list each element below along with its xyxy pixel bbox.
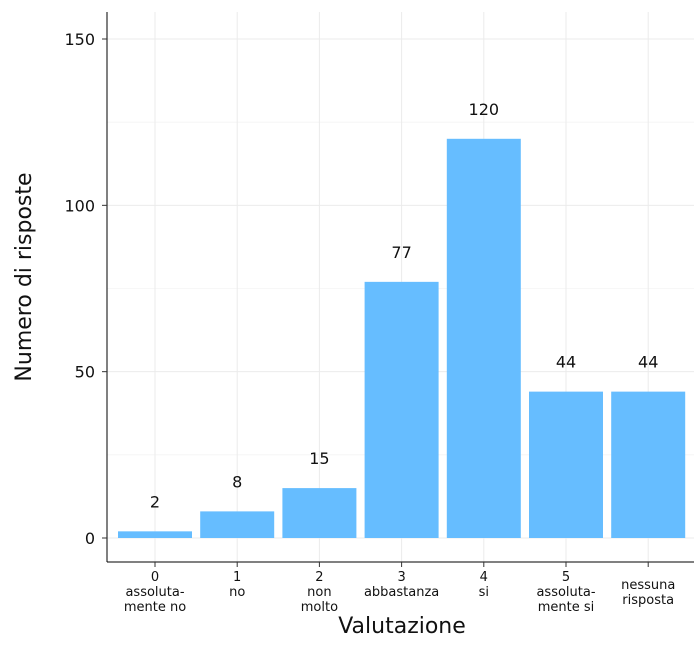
bar <box>611 391 686 538</box>
x-tick-label: nessuna <box>621 578 675 593</box>
x-axis-title: Valutazione <box>338 614 466 639</box>
x-tick-label: molto <box>301 600 338 615</box>
bar-value-label: 8 <box>232 472 242 491</box>
bar-value-label: 77 <box>391 243 411 262</box>
x-tick-label: assoluta- <box>536 585 595 600</box>
y-tick-label: 150 <box>64 30 95 49</box>
bar-value-label: 2 <box>150 492 160 511</box>
bars-group <box>118 138 686 539</box>
bar-value-label: 15 <box>309 449 329 468</box>
x-tick-label: 0 <box>151 570 159 585</box>
bar <box>529 391 603 538</box>
x-tick-label: 3 <box>397 570 405 585</box>
bar <box>364 281 439 538</box>
bar <box>200 511 275 538</box>
x-tick-label: 1 <box>233 570 241 585</box>
x-tick-label: 2 <box>315 570 323 585</box>
x-tick-label: 5 <box>562 570 570 585</box>
x-tick-label: assoluta- <box>125 585 184 600</box>
data-labels-group: 2 8 15 77 120 44 44 <box>150 100 658 512</box>
x-tick-label: no <box>229 585 245 600</box>
bar <box>118 531 192 538</box>
x-tick-label: mente no <box>124 600 186 615</box>
x-tick-label: 4 <box>480 570 488 585</box>
y-tick-label: 0 <box>85 529 95 548</box>
y-tick-label: 50 <box>75 363 95 382</box>
x-tick-label: si <box>479 585 489 600</box>
y-axis-ticks: 0 50 100 150 <box>64 30 107 548</box>
bar-value-label: 44 <box>556 353 576 372</box>
x-tick-label: mente si <box>538 600 595 615</box>
bar <box>446 138 521 539</box>
bar-value-label: 120 <box>469 100 500 119</box>
bar <box>282 488 357 538</box>
x-tick-label: risposta <box>622 593 674 608</box>
x-tick-label: abbastanza <box>364 585 439 600</box>
bar-value-label: 44 <box>638 353 658 372</box>
y-axis-title: Numero di risposte <box>12 172 37 381</box>
x-tick-label: non <box>307 585 331 600</box>
y-tick-label: 100 <box>64 196 95 215</box>
